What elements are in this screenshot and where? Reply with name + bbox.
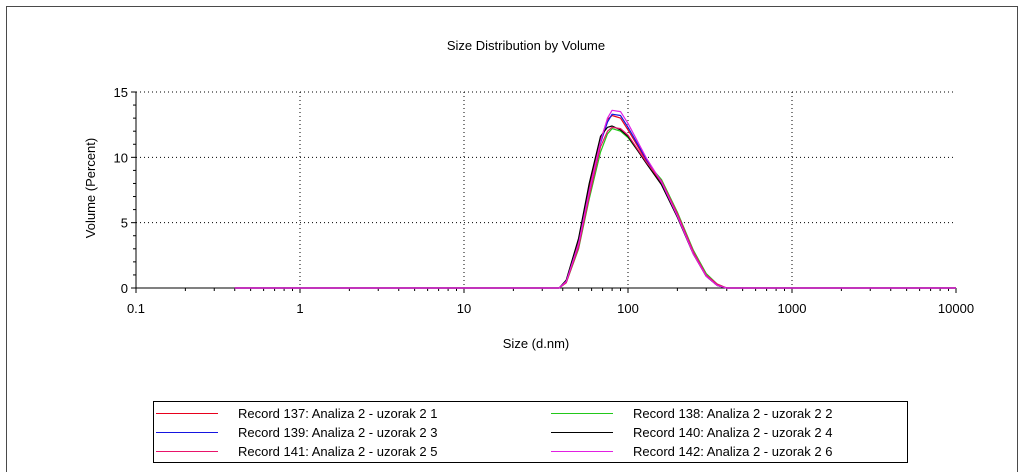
x-tick-label: 100 — [617, 301, 639, 316]
legend-swatch-138 — [551, 413, 613, 414]
y-axis-label: Volume (Percent) — [83, 138, 98, 238]
y-tick-label: 10 — [114, 150, 128, 165]
legend-label-140: Record 140: Analiza 2 - uzorak 2 4 — [633, 425, 833, 440]
series-line-2 — [234, 127, 956, 289]
x-tick-label: 1000 — [778, 301, 807, 316]
legend-item-141: Record 141: Analiza 2 - uzorak 2 5 — [154, 442, 437, 461]
legend-swatch-139 — [156, 432, 218, 433]
x-tick-label: 1 — [296, 301, 303, 316]
y-tick-label: 5 — [121, 216, 128, 231]
y-tick-label: 15 — [114, 85, 128, 100]
legend-item-138: Record 138: Analiza 2 - uzorak 2 2 — [549, 404, 832, 423]
legend-label-138: Record 138: Analiza 2 - uzorak 2 2 — [633, 406, 833, 421]
size-distribution-chart: Size Distribution by Volume 0 5 10 15 0.1 1 10 1… — [83, 38, 974, 351]
x-tick-label: 10000 — [938, 301, 974, 316]
series-line-6 — [234, 109, 956, 289]
series-line-4 — [234, 125, 956, 289]
legend-swatch-137 — [156, 413, 218, 414]
x-axis-label: Size (d.nm) — [503, 336, 569, 351]
legend-item-140: Record 140: Analiza 2 - uzorak 2 4 — [549, 423, 832, 442]
x-tick-label: 0.1 — [127, 301, 145, 316]
legend-swatch-141 — [156, 451, 218, 452]
legend-swatch-142 — [551, 451, 613, 452]
legend-item-137: Record 137: Analiza 2 - uzorak 2 1 — [154, 404, 437, 423]
legend-label-141: Record 141: Analiza 2 - uzorak 2 5 — [238, 444, 438, 459]
chart-frame: Size Distribution by Volume 0 5 10 15 0.1 1 10 1… — [6, 6, 1018, 472]
series-line-3 — [234, 113, 956, 289]
series-line-5 — [234, 126, 956, 289]
chart-title: Size Distribution by Volume — [447, 38, 605, 53]
x-tick-label: 10 — [457, 301, 471, 316]
legend-item-139: Record 139: Analiza 2 - uzorak 2 3 — [154, 423, 437, 442]
legend-label-142: Record 142: Analiza 2 - uzorak 2 6 — [633, 444, 833, 459]
legend: Record 137: Analiza 2 - uzorak 2 1 Recor… — [153, 401, 908, 463]
legend-label-139: Record 139: Analiza 2 - uzorak 2 3 — [238, 425, 438, 440]
y-tick-label: 0 — [121, 281, 128, 296]
legend-swatch-140 — [551, 432, 613, 433]
legend-label-137: Record 137: Analiza 2 - uzorak 2 1 — [238, 406, 438, 421]
series-line-1 — [234, 114, 956, 289]
legend-item-142: Record 142: Analiza 2 - uzorak 2 6 — [549, 442, 832, 461]
